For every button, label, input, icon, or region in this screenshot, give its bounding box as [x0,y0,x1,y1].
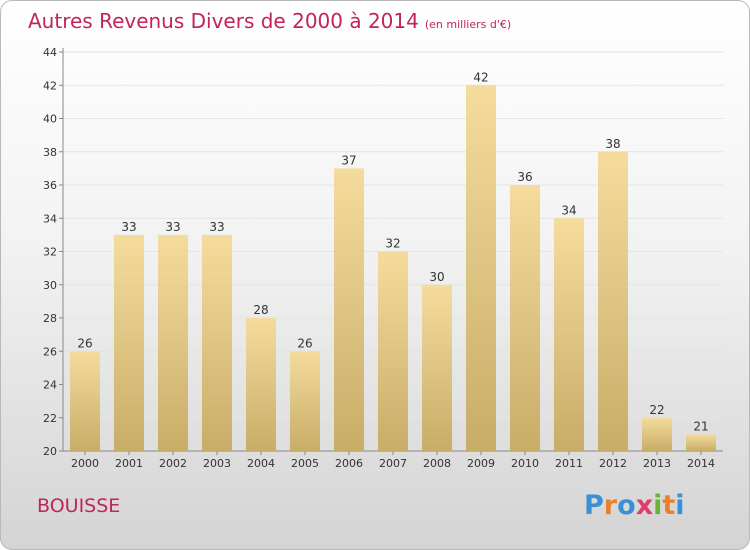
bar-layer [70,85,716,451]
logo-letter: i [675,490,685,521]
data-label: 37 [341,153,356,167]
bar [598,151,628,451]
bar [334,168,364,451]
bar [642,417,672,451]
logo-letter: x [635,490,654,521]
bar [510,185,540,451]
bar [246,318,276,451]
bar [70,351,100,451]
y-tick-label: 24 [43,379,57,392]
x-tick-label: 2002 [159,457,187,470]
x-tick-label: 2011 [555,457,583,470]
data-label: 26 [77,336,92,350]
x-tick-label: 2013 [643,457,671,470]
title-row: Autres Revenus Divers de 2000 à 2014 (en … [28,9,511,33]
data-label: 38 [605,137,620,151]
x-tick-label: 2000 [71,457,99,470]
data-label: 33 [165,220,180,234]
logo-letter: i [653,490,663,521]
x-tick-label: 2012 [599,457,627,470]
bar [290,351,320,451]
data-label: 22 [649,403,664,417]
bar [554,218,584,451]
logo-letter: o [617,490,636,521]
axis-layer: 20 22 24 26 28 30 32 34 36 38 40 42 44 2000 2001 2002 20… [43,46,723,470]
data-label: 26 [297,336,312,350]
data-label: 30 [429,270,444,284]
bar [378,251,408,451]
x-tick-label: 2001 [115,457,143,470]
x-tick-label: 2003 [203,457,231,470]
y-tick-label: 26 [43,345,57,358]
data-label: 32 [385,237,400,251]
logo-letter: P [584,490,604,521]
x-tick-label: 2014 [687,457,715,470]
chart-unit-note: (en milliers d'€) [424,18,512,31]
x-tick-label: 2005 [291,457,319,470]
y-tick-label: 44 [43,46,57,59]
y-tick-label: 20 [43,445,57,458]
bar [686,434,716,451]
y-tick-label: 40 [43,113,57,126]
proxiti-logo[interactable]: Proxiti [584,490,685,521]
x-tick-label: 2004 [247,457,275,470]
x-tick-label: 2006 [335,457,363,470]
x-tick-label: 2008 [423,457,451,470]
data-label: 36 [517,170,532,184]
data-label: 33 [121,220,136,234]
logo-letter: t [662,490,676,521]
bar [202,234,232,451]
data-label: 21 [693,419,708,433]
label-layer: 26 33 33 33 28 26 37 32 30 42 36 34 38 22 21 [77,70,708,433]
bar [158,234,188,451]
data-label: 33 [209,220,224,234]
x-tick-label: 2007 [379,457,407,470]
x-tick-label: 2009 [467,457,495,470]
y-tick-label: 42 [43,79,57,92]
data-label: 42 [473,70,488,84]
y-tick-label: 36 [43,179,57,192]
bar [466,85,496,451]
y-tick-label: 28 [43,312,57,325]
logo-letter: r [603,490,618,521]
y-tick-label: 32 [43,246,57,259]
commune-name: BOUISSE [37,495,121,517]
bar [422,284,452,451]
y-tick-label: 34 [43,212,57,225]
y-tick-label: 38 [43,146,57,159]
data-label: 34 [561,203,576,217]
y-tick-label: 22 [43,412,57,425]
y-tick-label: 30 [43,279,57,292]
bar [114,234,144,451]
data-label: 28 [253,303,268,317]
chart-title: Autres Revenus Divers de 2000 à 2014 [28,9,419,33]
x-tick-label: 2010 [511,457,539,470]
